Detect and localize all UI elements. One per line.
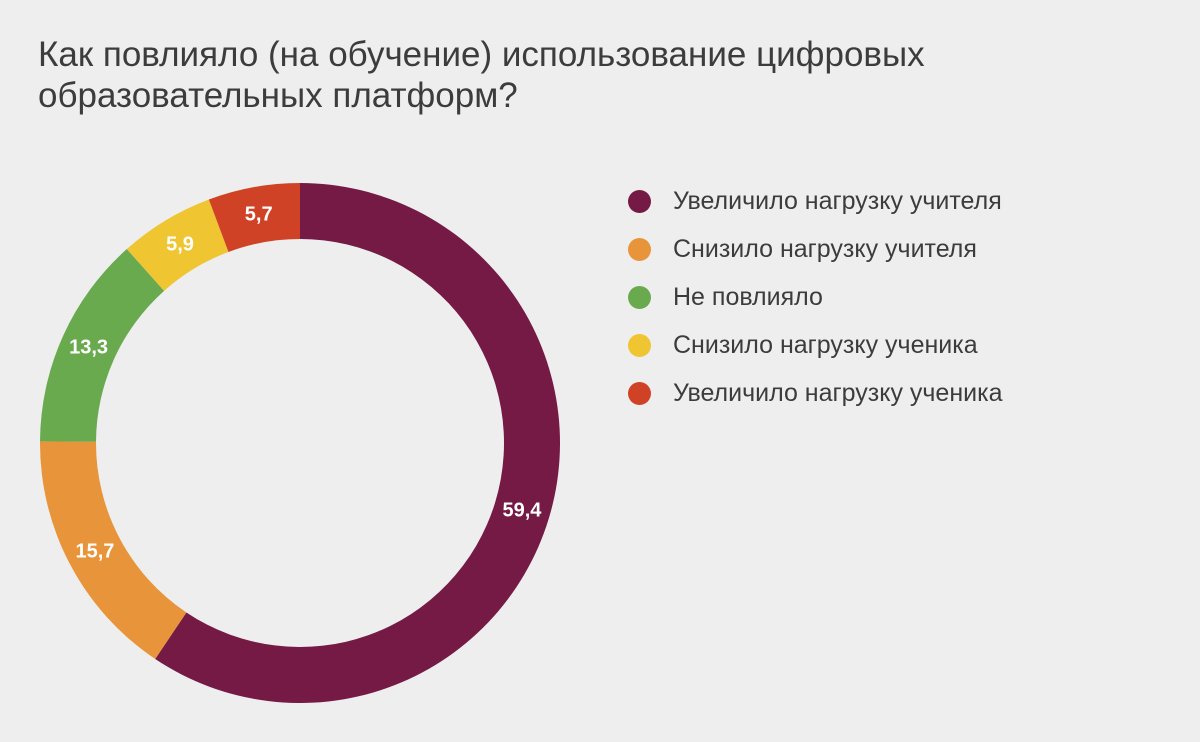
legend-item: Увеличило нагрузку учителя: [628, 177, 1002, 225]
chart-legend: Увеличило нагрузку учителя Снизило нагру…: [628, 177, 1002, 417]
slice-value-label: 5,7: [245, 204, 273, 226]
legend-item: Не повлияло: [628, 273, 1002, 321]
slice-value-label: 13,3: [69, 337, 108, 359]
legend-swatch-circle-icon: [628, 333, 651, 357]
legend-label: Снизило нагрузку ученика: [673, 330, 978, 359]
legend-swatch-circle-icon: [628, 189, 651, 213]
donut-slice: [208, 183, 300, 252]
legend-swatch-circle-icon: [628, 381, 651, 405]
donut-slices: [39, 183, 560, 703]
donut-slice: [155, 183, 560, 703]
slice-value-label: 59,4: [502, 500, 542, 522]
slice-value-label: 5,9: [166, 233, 194, 255]
donut-slice: [39, 441, 187, 659]
donut-slice: [126, 199, 229, 291]
legend-label: Увеличило нагрузку ученика: [673, 378, 1003, 407]
legend-item: Увеличило нагрузку ученика: [628, 369, 1002, 417]
legend-label: Не повлияло: [673, 282, 823, 311]
legend-swatch-circle-icon: [628, 285, 651, 309]
donut-slice: [40, 249, 165, 442]
legend-item: Снизило нагрузку учителя: [628, 225, 1002, 273]
legend-item: Снизило нагрузку ученика: [628, 321, 1002, 369]
legend-label: Увеличило нагрузку учителя: [673, 186, 1002, 215]
legend-label: Снизило нагрузку учителя: [673, 234, 977, 263]
donut-value-labels: 59,4 15,7 13,3 5,9 5,7: [69, 204, 542, 563]
chart-title: Как повлияло (на обучение) использование…: [38, 35, 925, 115]
slice-value-label: 15,7: [75, 541, 114, 563]
legend-swatch-circle-icon: [628, 237, 651, 261]
